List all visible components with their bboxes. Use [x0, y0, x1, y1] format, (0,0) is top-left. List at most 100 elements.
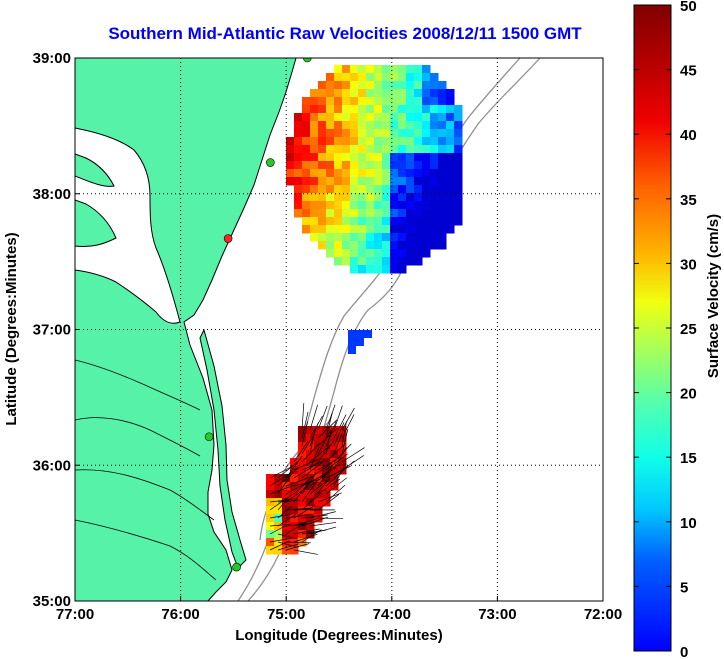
velocity-vector — [317, 492, 342, 503]
velocity-cell — [358, 113, 367, 122]
velocity-cell — [366, 257, 375, 266]
velocity-cell — [302, 129, 311, 138]
velocity-vector — [317, 457, 341, 471]
velocity-cell — [374, 105, 383, 114]
velocity-cell — [310, 225, 319, 234]
y-axis-label: Latitude (Degrees:Minutes) — [3, 232, 20, 425]
velocity-cell — [398, 89, 407, 98]
velocity-vector — [293, 533, 318, 543]
velocity-cell — [422, 153, 431, 162]
velocity-cell — [446, 145, 455, 154]
velocity-cell — [334, 73, 343, 82]
velocity-cell — [398, 105, 407, 114]
velocity-cell — [326, 209, 335, 218]
velocity-cell — [358, 185, 367, 194]
velocity-cell — [342, 209, 351, 218]
velocity-cell — [298, 442, 307, 451]
y-tick-label: 38:00 — [33, 186, 71, 203]
velocity-cell — [438, 177, 447, 186]
velocity-cell — [382, 73, 391, 82]
velocity-cell — [366, 241, 375, 250]
velocity-cell — [350, 153, 359, 162]
y-axis: 35:00 36:00 37:00 38:00 39:00 — [33, 50, 80, 610]
velocity-cell — [294, 177, 303, 186]
velocity-cell — [334, 121, 343, 130]
velocity-cell — [356, 330, 364, 338]
velocity-vector — [269, 525, 287, 535]
velocity-cell — [374, 153, 383, 162]
velocity-cell — [350, 177, 359, 186]
velocity-cell — [294, 201, 303, 210]
velocity-vector — [317, 430, 331, 455]
velocity-cell — [422, 65, 431, 74]
velocity-cell — [350, 161, 359, 170]
velocity-cell — [430, 201, 439, 210]
station-marker — [204, 432, 214, 442]
velocity-cell — [334, 137, 343, 146]
velocity-cell — [342, 153, 351, 162]
velocity-vector — [293, 504, 316, 519]
land — [75, 58, 297, 601]
velocity-cell — [334, 249, 343, 258]
colorbar-tick-label: 20 — [680, 386, 697, 403]
velocity-cell — [406, 201, 415, 210]
velocity-vector — [277, 541, 299, 548]
velocity-vector — [285, 543, 310, 551]
velocity-vector — [325, 477, 347, 495]
velocity-cell — [398, 73, 407, 82]
velocity-cell — [422, 89, 431, 98]
velocity-cell — [294, 185, 303, 194]
velocity-cell — [382, 249, 391, 258]
velocity-cell — [350, 209, 359, 218]
velocity-vector — [301, 493, 321, 511]
velocity-cell — [430, 193, 439, 202]
velocity-vector — [309, 446, 320, 471]
velocity-cell — [286, 153, 295, 162]
velocity-cell — [318, 177, 327, 186]
velocity-cell — [350, 241, 359, 250]
velocity-cell — [274, 490, 283, 499]
velocity-cell — [414, 121, 423, 130]
velocity-cell — [382, 257, 391, 266]
velocity-cell — [414, 233, 423, 242]
velocity-cell — [430, 185, 439, 194]
velocity-cell — [342, 129, 351, 138]
velocity-vector — [309, 526, 337, 535]
velocity-cell — [422, 241, 431, 250]
velocity-cell — [382, 169, 391, 178]
velocity-cell — [290, 490, 299, 499]
velocity-cell — [294, 129, 303, 138]
hf-radar-stations — [204, 58, 312, 572]
velocity-cell — [342, 73, 351, 82]
x-tick-label: 75:00 — [267, 606, 305, 623]
velocity-cell — [358, 73, 367, 82]
velocity-cell — [364, 330, 372, 338]
colorbar-tick-label: 0 — [680, 644, 688, 659]
velocity-cell — [438, 169, 447, 178]
velocity-cell — [422, 121, 431, 130]
velocity-vector — [301, 443, 320, 463]
velocity-cell — [306, 466, 315, 475]
velocity-cell — [350, 105, 359, 114]
velocity-cell — [314, 450, 323, 459]
velocity-cell — [358, 137, 367, 146]
velocity-cell — [430, 105, 439, 114]
velocity-cell — [342, 185, 351, 194]
velocity-cell — [414, 257, 423, 266]
velocity-vector — [317, 478, 341, 495]
velocity-cell — [342, 217, 351, 226]
velocity-cell — [374, 113, 383, 122]
velocity-cell — [438, 129, 447, 138]
velocity-cell — [274, 514, 283, 523]
velocity-vector — [301, 529, 322, 543]
velocity-cell — [306, 442, 315, 451]
colorbar-ticks: 0 5 10 15 20 25 30 35 40 45 50 — [634, 0, 697, 659]
velocity-cell — [334, 105, 343, 114]
velocity-cell — [358, 257, 367, 266]
velocity-cell — [314, 458, 323, 467]
velocity-cell — [342, 65, 351, 74]
velocity-cell — [318, 121, 327, 130]
velocity-cell — [430, 129, 439, 138]
velocity-cell — [366, 137, 375, 146]
